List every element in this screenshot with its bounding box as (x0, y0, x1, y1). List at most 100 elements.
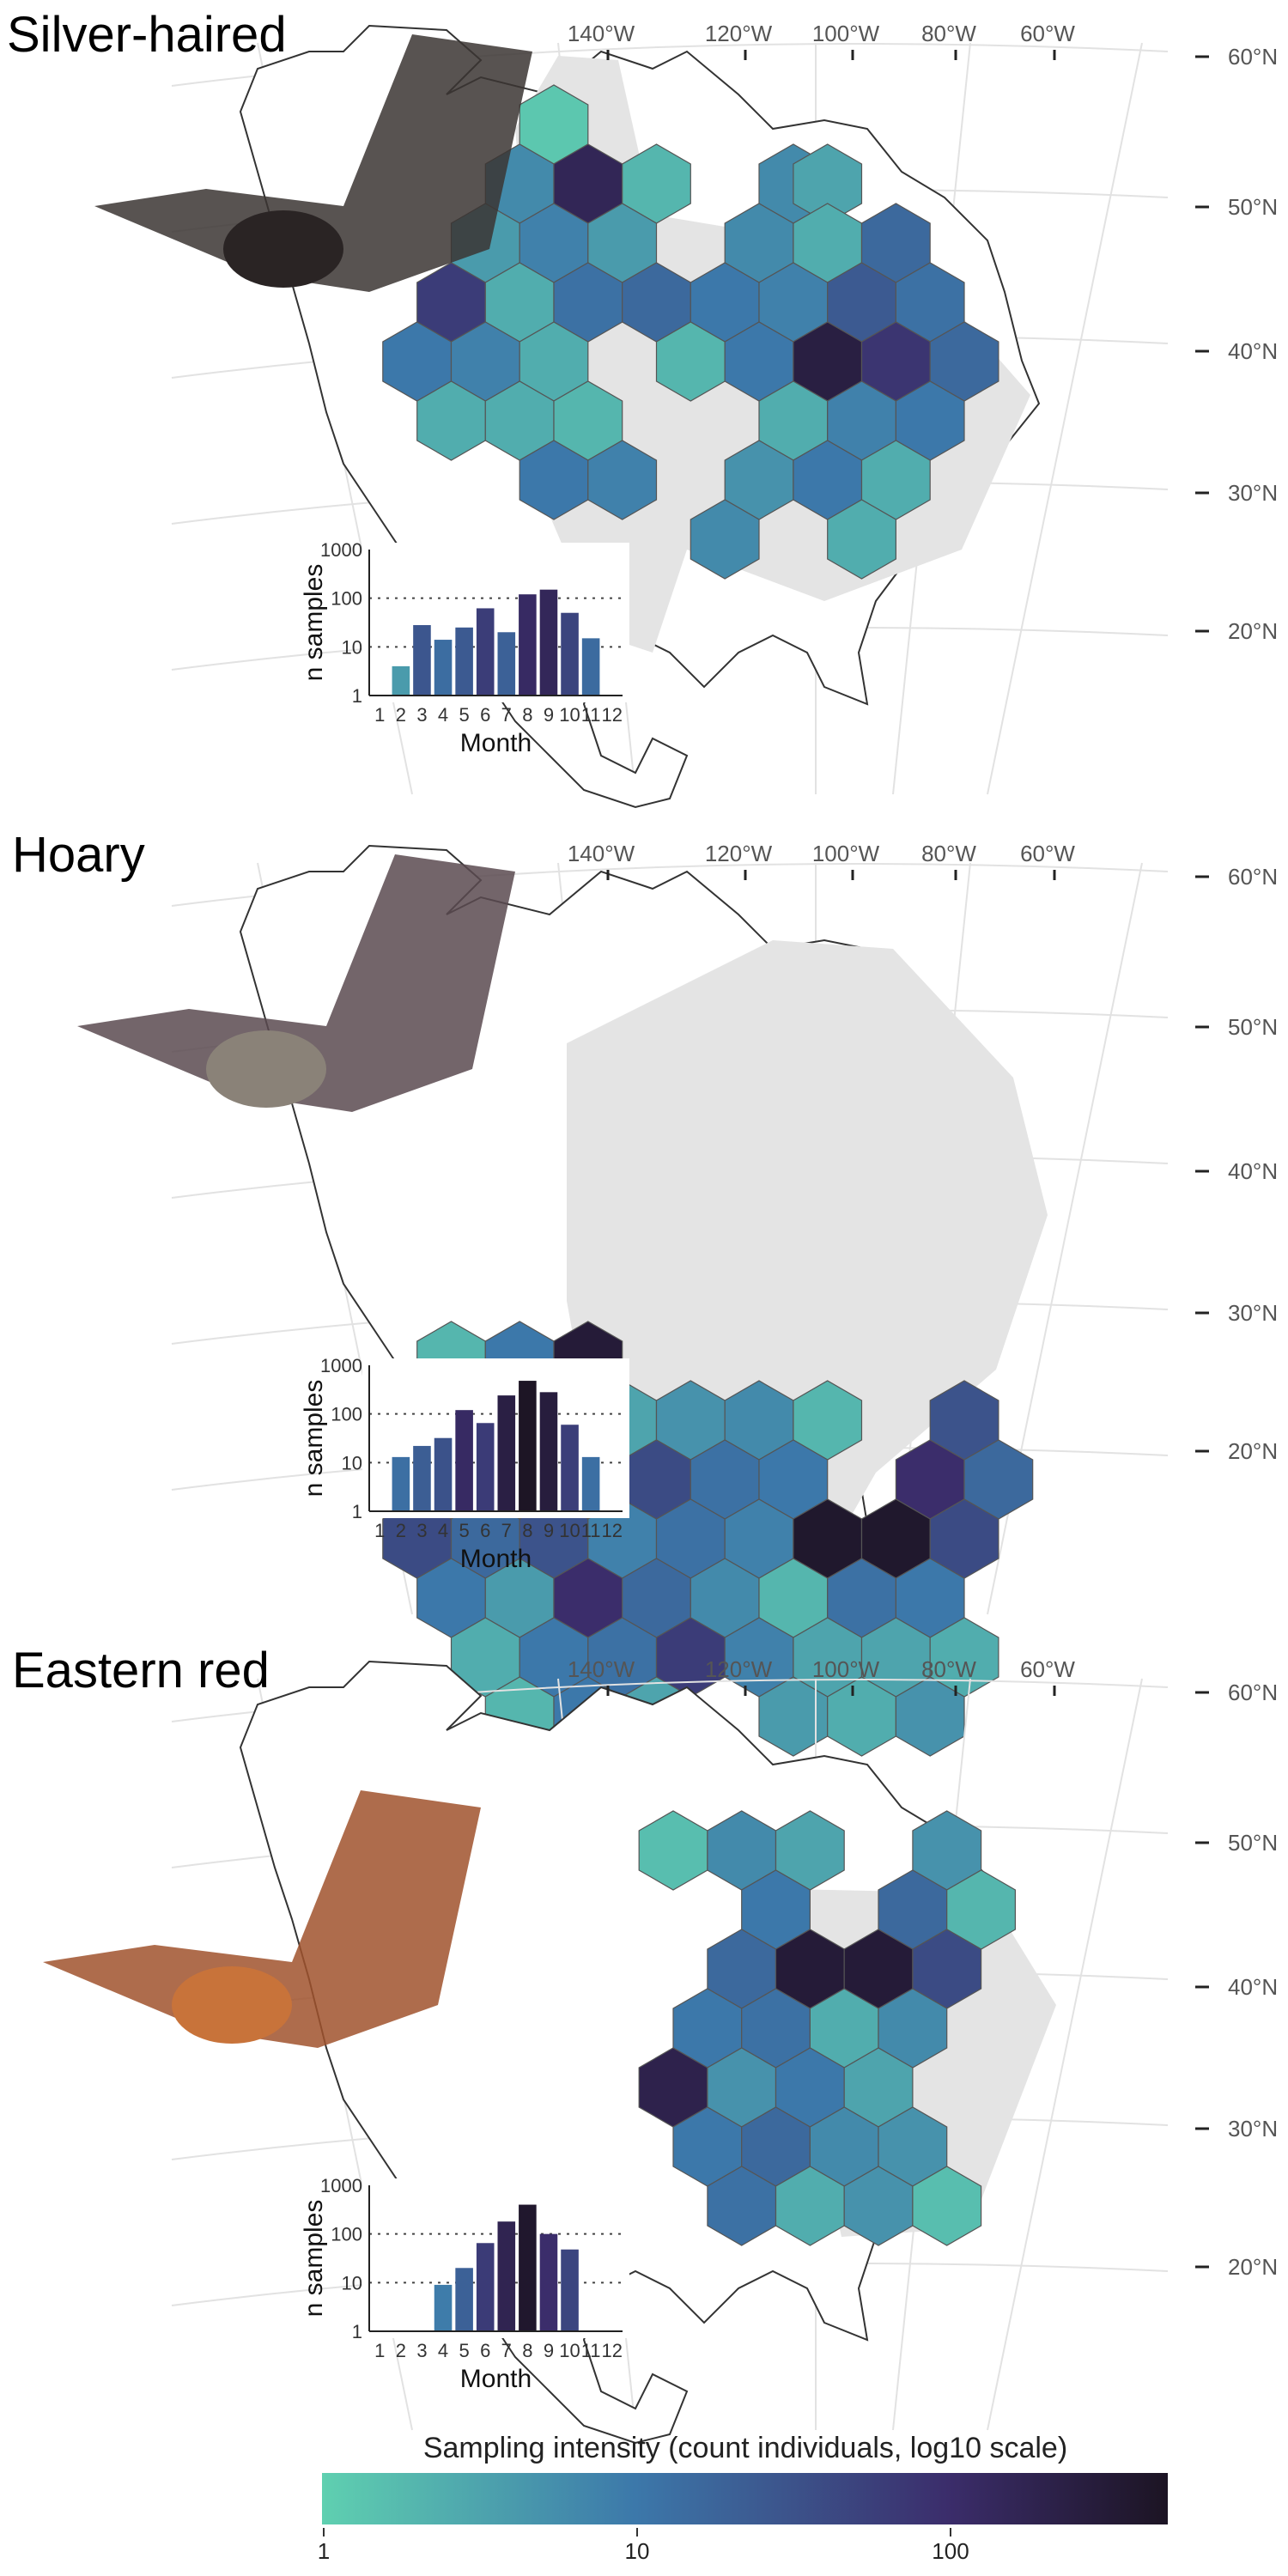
hexbin-cell (912, 2166, 982, 2246)
bat-photo (77, 854, 515, 1112)
y-tick-label: 10 (342, 2272, 362, 2293)
colorbar-legend: Sampling intensity (count individuals, l… (318, 2432, 1168, 2564)
x-tick-label: 8 (522, 704, 532, 726)
x-tick-label: 1 (374, 1520, 385, 1541)
y-tick-label: 100 (331, 2224, 362, 2245)
x-tick-label: 3 (416, 1520, 427, 1541)
y-axis-title: n samples (300, 2200, 328, 2318)
y-tick-label: 1000 (320, 1355, 362, 1376)
lon-label: 80°W (921, 21, 976, 46)
x-axis-title: Month (460, 1545, 532, 1573)
lat-label: 50°N (1228, 194, 1278, 220)
bar-month-9 (539, 1392, 558, 1511)
y-tick-label: 1 (352, 1501, 362, 1522)
x-tick-label: 9 (544, 2340, 554, 2361)
y-tick-label: 100 (331, 588, 362, 610)
bar-month-4 (434, 2284, 453, 2331)
lat-label: 30°N (1228, 2116, 1278, 2142)
lon-label: 60°W (1020, 21, 1075, 46)
bat-wing-shape (43, 1790, 481, 2048)
bar-month-5 (455, 627, 473, 696)
lat-label: 20°N (1228, 1438, 1278, 1464)
lat-label: 50°N (1228, 1014, 1278, 1040)
hexbin-layer (638, 1810, 1017, 2246)
x-tick-label: 6 (480, 2340, 490, 2361)
bar-month-8 (519, 594, 537, 696)
colorbar-tick-label: 10 (625, 2538, 650, 2564)
x-tick-label: 5 (459, 1520, 470, 1541)
x-tick-label: 12 (601, 704, 622, 726)
y-tick-label: 1 (352, 685, 362, 707)
lon-label: 80°W (921, 841, 976, 866)
bar-month-7 (497, 2221, 516, 2331)
bat-wing-shape (77, 854, 515, 1112)
bar-month-10 (561, 1425, 579, 1511)
panel-title: Silver-haired (7, 7, 287, 63)
hexbin-cell (793, 143, 863, 224)
x-tick-label: 4 (438, 1520, 448, 1541)
lat-label: 50°N (1228, 1830, 1278, 1856)
lon-label: 120°W (705, 1656, 773, 1682)
lon-label: 60°W (1020, 1656, 1075, 1682)
x-tick-label: 7 (501, 2340, 512, 2361)
panel-3: Eastern red 140°W 120°W 100°W 80°W 60°W 60°N 50… (12, 1643, 1278, 2445)
hexbin-layer (382, 84, 999, 580)
bar-month-8 (519, 1381, 537, 1511)
bar-month-4 (434, 640, 453, 696)
panel-title: Eastern red (12, 1643, 270, 1698)
x-tick-label: 6 (480, 1520, 490, 1541)
y-tick-label: 1000 (320, 2175, 362, 2196)
lon-label: 100°W (812, 21, 880, 46)
lon-label: 140°W (568, 21, 635, 46)
x-tick-label: 9 (544, 1520, 554, 1541)
bar-month-2 (392, 1456, 410, 1511)
x-tick-label: 9 (544, 704, 554, 726)
x-tick-label: 12 (601, 2340, 622, 2361)
x-tick-label: 10 (559, 2340, 580, 2361)
bar-month-8 (519, 2204, 537, 2331)
colorbar-tick-label: 1 (318, 2538, 330, 2564)
x-tick-label: 3 (416, 2340, 427, 2361)
y-tick-label: 10 (342, 636, 362, 658)
x-tick-label: 8 (522, 1520, 532, 1541)
lon-label: 120°W (705, 841, 773, 866)
bar-month-5 (455, 2268, 473, 2331)
lon-label: 100°W (812, 841, 880, 866)
x-tick-label: 3 (416, 704, 427, 726)
bat-photo (43, 1790, 481, 2048)
lon-label: 140°W (568, 1656, 635, 1682)
x-tick-label: 1 (374, 2340, 385, 2361)
bar-month-11 (581, 638, 600, 696)
x-tick-label: 2 (396, 704, 406, 726)
x-tick-label: 10 (559, 1520, 580, 1541)
bar-month-10 (561, 612, 579, 696)
bar-month-2 (392, 665, 410, 696)
x-tick-label: 7 (501, 704, 512, 726)
x-tick-label: 12 (601, 1520, 622, 1541)
lat-label: 30°N (1228, 480, 1278, 506)
bar-month-7 (497, 632, 516, 696)
lat-label: 40°N (1228, 1974, 1278, 2000)
panel-1: Silver-haired 140°W 120°W 100°W 80°W 60°W 60°N… (7, 7, 1278, 809)
x-tick-label: 7 (501, 1520, 512, 1541)
hexbin-cell (690, 499, 760, 580)
x-tick-label: 2 (396, 1520, 406, 1541)
colorbar-gradient (322, 2473, 1168, 2524)
bar-month-6 (476, 1423, 495, 1511)
lon-label: 100°W (812, 1656, 880, 1682)
x-tick-label: 5 (459, 2340, 470, 2361)
y-axis-title: n samples (300, 1380, 328, 1498)
meridian-line (987, 42, 1143, 795)
hexbin-cell (827, 499, 897, 580)
x-axis-title: Month (460, 729, 532, 757)
lat-label: 20°N (1228, 2254, 1278, 2280)
meridian-line (987, 1678, 1143, 2431)
bar-month-9 (539, 2233, 558, 2331)
x-tick-label: 4 (438, 704, 448, 726)
colorbar-tick-label: 100 (932, 2538, 969, 2564)
hexbin-layer (382, 1321, 1034, 1935)
bar-month-7 (497, 1395, 516, 1511)
